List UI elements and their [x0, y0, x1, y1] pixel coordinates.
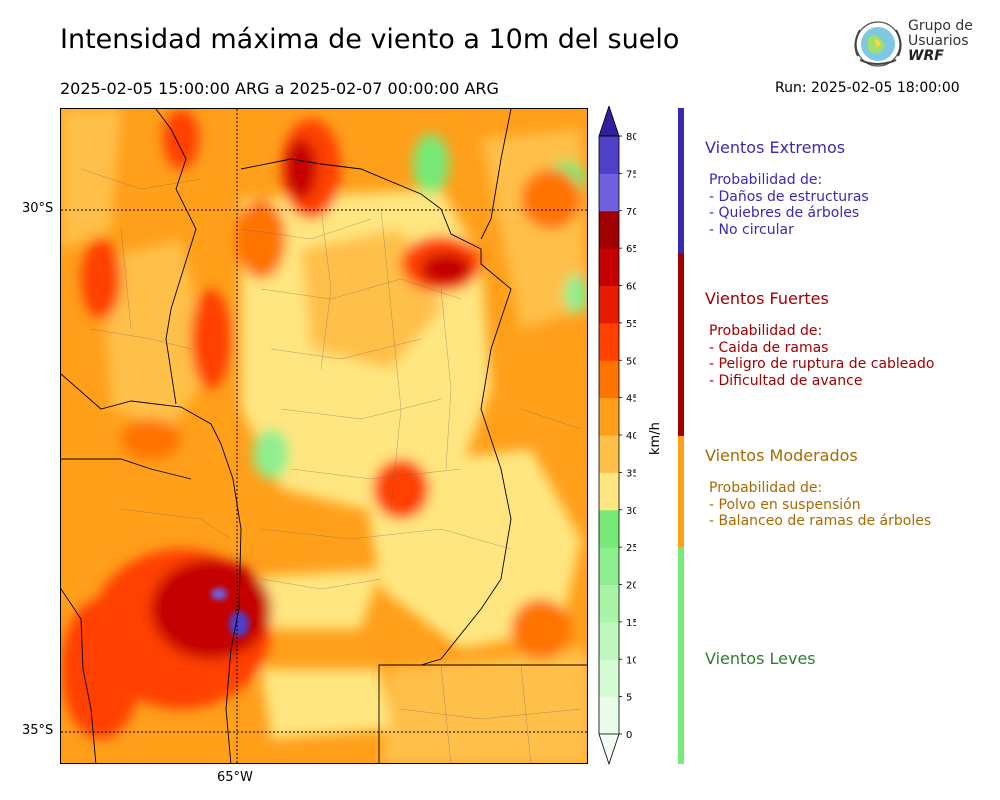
colorbar-band	[599, 173, 619, 212]
colorbar-tick-label: 5	[626, 693, 632, 704]
lat-label-30s: 30°S	[22, 201, 54, 216]
category-intro: Probabilidad de:	[709, 172, 823, 188]
colorbar-band	[599, 509, 619, 548]
colorbar-band	[599, 360, 619, 399]
category-item: - Balanceo de ramas de árboles	[709, 513, 932, 529]
category-item: - No circular	[709, 221, 794, 238]
category-description: Probabilidad de: - Polvo en suspensión - B…	[709, 480, 931, 530]
category-title: Vientos Leves	[705, 649, 816, 668]
category-bar	[678, 547, 684, 764]
category-item: - Quiebres de árboles	[709, 205, 860, 221]
colorbar-tick-label: 10	[626, 655, 636, 666]
colorbar-unit: km/h	[648, 422, 663, 455]
category-description: Probabilidad de: - Caida de ramas - Peligr…	[709, 323, 934, 389]
colorbar-band	[599, 584, 619, 623]
colorbar-band	[599, 210, 619, 249]
colorbar-band	[599, 322, 619, 361]
colorbar-band	[599, 659, 619, 698]
colorbar-band	[599, 248, 619, 286]
category-item: - Daños de estructuras	[709, 188, 869, 205]
colorbar-tick-label: 50	[626, 356, 636, 367]
colorbar: 0 5 10 15 20 25 30 35 40 45 50 55 60 65 70 75 80	[598, 106, 636, 766]
category-item: - Dificultad de avance	[709, 372, 863, 389]
colorbar-tick-label: 70	[626, 207, 636, 218]
colorbar-tick-label: 65	[626, 244, 636, 255]
wrf-logo-icon	[854, 21, 902, 67]
category-item: - Caida de ramas	[709, 339, 829, 356]
category-intro: Probabilidad de:	[709, 323, 823, 339]
category-intro: Probabilidad de:	[709, 480, 823, 496]
category-description: Probabilidad de: - Daños de estructuras - …	[709, 172, 869, 238]
category-title: Vientos Extremos	[705, 138, 846, 157]
page-title: Intensidad máxima de viento a 10m del su…	[60, 24, 680, 55]
colorbar-band	[599, 136, 619, 174]
colorbar-tick-label: 20	[626, 581, 636, 592]
forecast-period: 2025-02-05 15:00:00 ARG a 2025-02-07 00:…	[60, 79, 499, 98]
category-title: Vientos Fuertes	[705, 289, 829, 308]
colorbar-band	[599, 547, 619, 585]
colorbar-band	[599, 435, 619, 473]
colorbar-band	[599, 285, 619, 324]
colorbar-tick-label: 30	[626, 506, 636, 517]
colorbar-tick-label: 15	[626, 618, 636, 629]
category-item: - Peligro de ruptura de cableado	[709, 356, 935, 372]
colorbar-tick-label: 60	[626, 282, 636, 293]
colorbar-band	[599, 621, 619, 660]
category-bar	[678, 253, 684, 436]
logo-line-1: Grupo de	[908, 18, 973, 34]
category-title: Vientos Moderados	[705, 446, 858, 465]
category-item: - Polvo en suspensión	[709, 496, 861, 513]
wind-map-graphic	[61, 109, 587, 763]
logo-line-3: WRF	[908, 48, 944, 64]
colorbar-band	[599, 397, 619, 436]
colorbar-over-extension	[598, 106, 620, 137]
colorbar-band	[599, 696, 619, 735]
lat-label-35s: 35°S	[22, 723, 54, 738]
category-bar	[678, 108, 684, 253]
logo-text: Grupo de Usuarios WRF	[908, 19, 973, 64]
colorbar-tick-label: 55	[626, 319, 636, 330]
colorbar-tick-label: 45	[626, 394, 636, 405]
lon-label-65w: 65°W	[217, 770, 253, 785]
colorbar-tick-label: 80	[626, 132, 636, 143]
colorbar-tick-label: 25	[626, 543, 636, 554]
colorbar-tick-label: 35	[626, 468, 636, 479]
logo-line-2: Usuarios	[908, 33, 969, 49]
run-timestamp: Run: 2025-02-05 18:00:00	[775, 80, 960, 96]
colorbar-tick-label: 75	[626, 169, 636, 180]
colorbar-tick-label: 0	[626, 730, 632, 741]
colorbar-under-extension	[598, 733, 620, 766]
category-bar	[678, 436, 684, 547]
wind-map	[60, 108, 588, 764]
colorbar-tick-label: 40	[626, 431, 636, 442]
colorbar-band	[599, 472, 619, 511]
